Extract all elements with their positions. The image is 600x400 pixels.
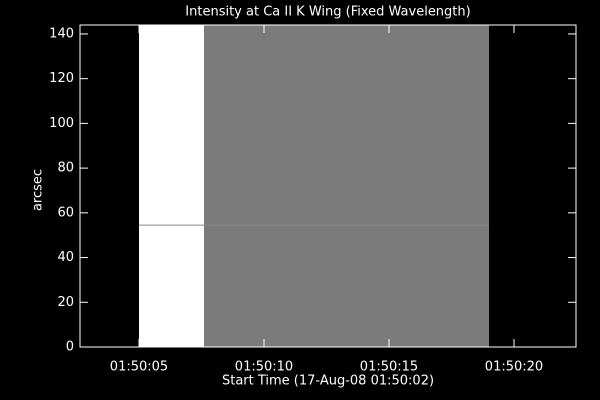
x-tick-label: 01:50:05 [110, 360, 168, 375]
x-axis-label: Start Time (17-Aug-08 01:50:02) [222, 374, 434, 389]
y-axis-label: arcsec [31, 169, 46, 211]
y-tick-label: 40 [57, 250, 74, 265]
plot-frame [79, 24, 577, 348]
y-tick-label: 20 [57, 295, 74, 310]
y-tick-label: 140 [49, 26, 74, 41]
y-tick-label: 100 [49, 116, 74, 131]
chart-title: Intensity at Ca II K Wing (Fixed Wavelen… [185, 5, 470, 20]
y-tick-label: 60 [57, 205, 74, 220]
x-tick-label: 01:50:20 [485, 360, 543, 375]
intensity-band [204, 25, 489, 347]
y-tick-label: 120 [49, 71, 74, 86]
y-tick-label: 80 [57, 161, 74, 176]
intensity-band [139, 25, 204, 347]
x-tick-label: 01:50:10 [235, 360, 293, 375]
y-tick-label: 0 [66, 340, 74, 355]
x-tick-label: 01:50:15 [360, 360, 418, 375]
